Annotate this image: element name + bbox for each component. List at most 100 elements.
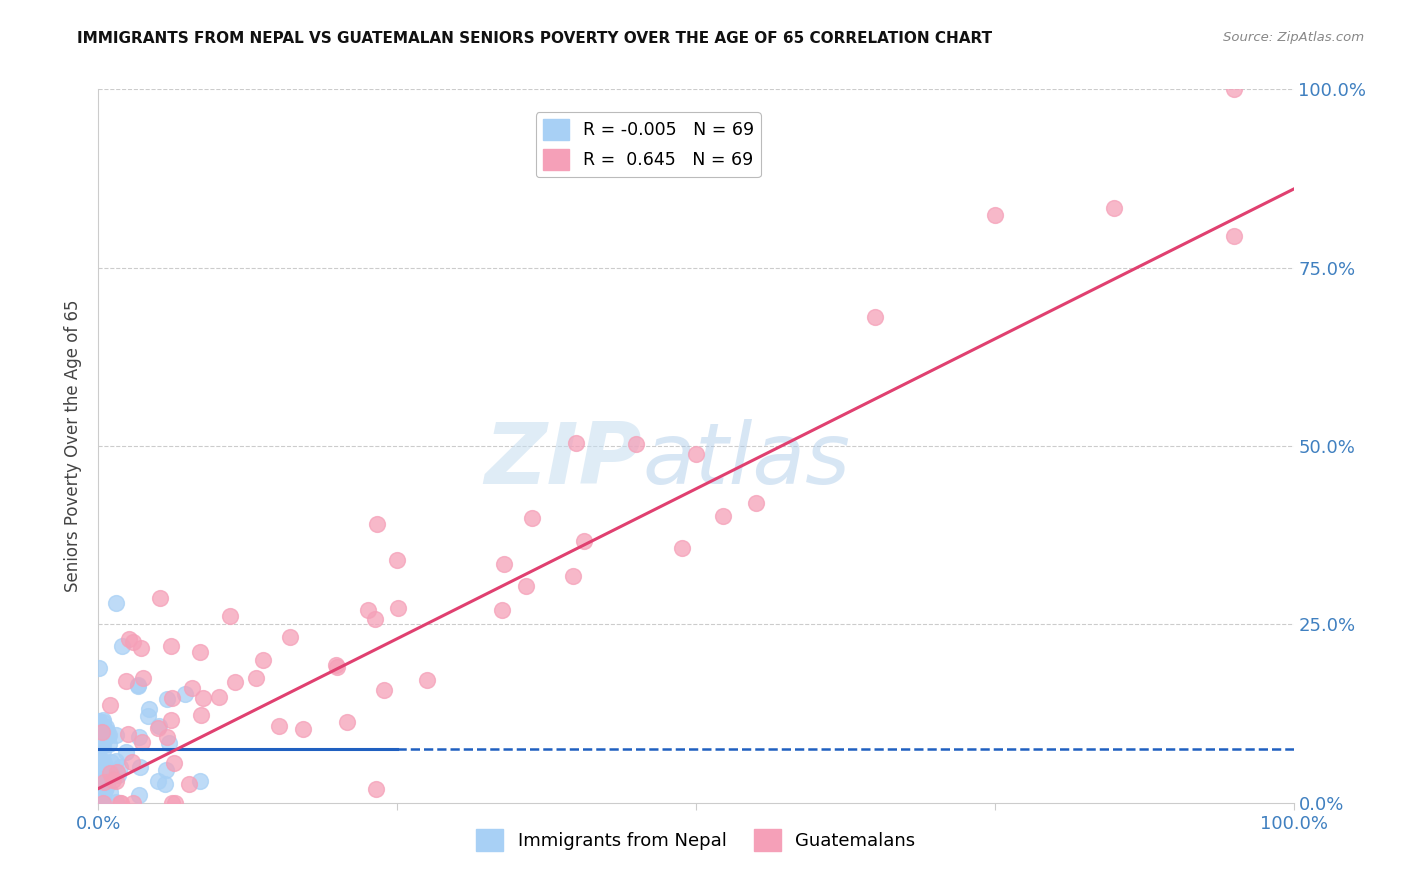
Point	[515, 579, 537, 593]
Point	[685, 447, 707, 461]
Point	[326, 660, 349, 674]
Point	[157, 736, 180, 750]
Point	[98, 698, 121, 713]
Point	[90, 759, 112, 773]
Point	[91, 724, 114, 739]
Point	[98, 737, 121, 751]
Point	[127, 679, 149, 693]
Point	[155, 730, 177, 744]
Point	[96, 723, 118, 738]
Point	[90, 723, 112, 738]
Point	[160, 639, 183, 653]
Point	[89, 784, 111, 798]
Point	[97, 769, 120, 783]
Point	[114, 745, 136, 759]
Point	[153, 777, 176, 791]
Point	[97, 729, 120, 743]
Point	[148, 721, 170, 735]
Point	[108, 796, 131, 810]
Point	[180, 681, 202, 695]
Text: ZIP: ZIP	[485, 418, 643, 502]
Point	[87, 770, 110, 784]
Point	[87, 714, 110, 729]
Point	[416, 673, 439, 687]
Point	[218, 609, 240, 624]
Point	[491, 603, 513, 617]
Point	[325, 657, 347, 672]
Point	[131, 734, 153, 748]
Point	[91, 789, 114, 804]
Point	[87, 661, 110, 675]
Point	[138, 702, 160, 716]
Point	[280, 630, 302, 644]
Point	[174, 687, 197, 701]
Point	[93, 730, 115, 744]
Point	[87, 714, 110, 728]
Point	[122, 635, 145, 649]
Point	[865, 310, 887, 324]
Point	[115, 673, 138, 688]
Point	[163, 756, 186, 771]
Point	[97, 728, 120, 742]
Point	[373, 683, 395, 698]
Point	[105, 765, 128, 780]
Point	[91, 766, 114, 780]
Point	[89, 724, 111, 739]
Point	[94, 726, 117, 740]
Point	[336, 714, 359, 729]
Point	[208, 690, 231, 704]
Point	[148, 774, 170, 789]
Legend: Immigrants from Nepal, Guatemalans: Immigrants from Nepal, Guatemalans	[470, 822, 922, 858]
Point	[93, 775, 115, 789]
Point	[94, 781, 117, 796]
Point	[93, 713, 115, 727]
Point	[626, 437, 648, 451]
Point	[129, 760, 152, 774]
Point	[252, 653, 274, 667]
Point	[160, 690, 183, 705]
Point	[89, 751, 111, 765]
Point	[572, 534, 595, 549]
Point	[96, 720, 118, 734]
Point	[118, 632, 141, 647]
Point	[91, 753, 114, 767]
Point	[122, 796, 145, 810]
Point	[90, 769, 112, 783]
Point	[104, 754, 127, 768]
Point	[522, 511, 544, 525]
Point	[128, 730, 150, 744]
Point	[745, 496, 768, 510]
Point	[90, 732, 112, 747]
Point	[93, 767, 115, 781]
Point	[188, 774, 211, 789]
Point	[245, 671, 267, 685]
Point	[91, 738, 114, 752]
Point	[93, 783, 115, 797]
Point	[224, 674, 246, 689]
Point	[364, 782, 387, 797]
Point	[190, 708, 212, 723]
Point	[96, 777, 118, 791]
Point	[107, 768, 129, 782]
Point	[90, 739, 112, 753]
Point	[111, 639, 134, 653]
Point	[191, 690, 214, 705]
Point	[100, 755, 122, 769]
Point	[711, 508, 734, 523]
Point	[1104, 201, 1126, 215]
Point	[90, 765, 112, 780]
Point	[128, 788, 150, 802]
Point	[91, 721, 114, 735]
Point	[148, 718, 170, 732]
Point	[357, 602, 380, 616]
Point	[267, 718, 290, 732]
Point	[91, 744, 114, 758]
Point	[87, 756, 110, 771]
Point	[155, 763, 177, 777]
Point	[149, 591, 172, 606]
Point	[162, 796, 184, 810]
Point	[93, 756, 115, 770]
Point	[104, 728, 127, 742]
Point	[90, 734, 112, 748]
Point	[93, 756, 115, 771]
